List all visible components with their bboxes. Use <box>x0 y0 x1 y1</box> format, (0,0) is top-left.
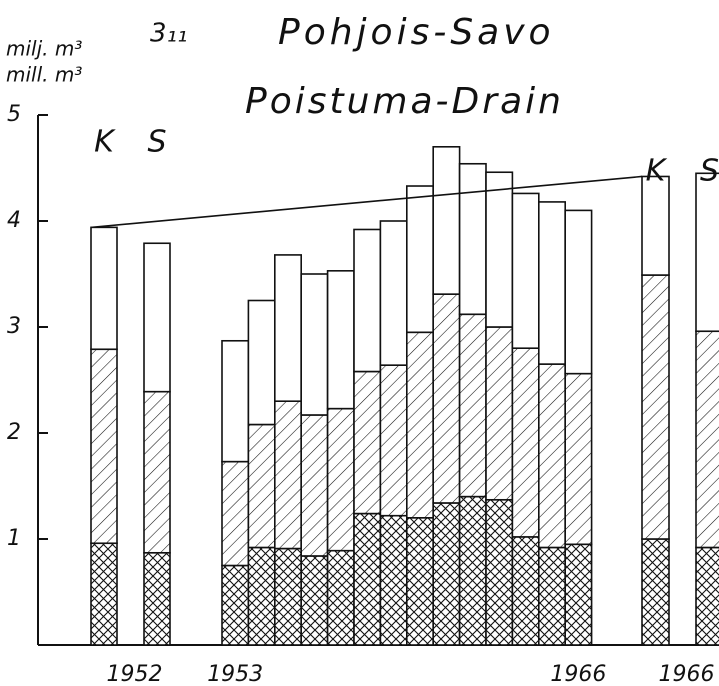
bar-tag: S <box>700 154 719 189</box>
bar-segment <box>379 364 408 517</box>
bar-segment <box>564 372 593 546</box>
bar-segment <box>458 495 487 646</box>
bar-segment <box>326 407 355 552</box>
trend-line <box>90 175 643 229</box>
x-tick-label: 1953 <box>207 662 263 686</box>
bar-segment <box>405 331 434 519</box>
bar-segment <box>432 146 461 295</box>
bar-segment <box>695 172 719 333</box>
bar-segment <box>458 162 487 316</box>
bar-segment <box>432 293 461 504</box>
y-tick-label: 5 <box>7 102 21 127</box>
bar-segment <box>695 330 719 549</box>
bar-segment <box>143 551 171 646</box>
bar-segment <box>511 347 540 538</box>
x-tick-label: 1966 <box>550 662 606 686</box>
bar-segment <box>273 400 302 550</box>
bar-tag: K <box>646 154 668 189</box>
bar-segment <box>273 547 302 646</box>
bar-segment <box>379 220 408 366</box>
bar-segment <box>458 313 487 498</box>
bar-segment <box>221 460 250 567</box>
bar-segment <box>221 564 250 646</box>
bar-segment <box>300 414 329 557</box>
bar-segment <box>379 514 408 646</box>
bar-segment <box>537 363 566 549</box>
bar-segment <box>405 185 434 334</box>
bar-segment <box>485 171 514 328</box>
bar-segment <box>326 549 355 646</box>
bar-segment <box>511 192 540 349</box>
bar-segment <box>641 175 670 276</box>
y-axis-label: mill. m³ <box>6 63 82 87</box>
bar-segment <box>353 228 382 373</box>
bar-segment <box>537 546 566 646</box>
bar-segment <box>143 242 171 393</box>
bar-segment <box>90 348 118 545</box>
x-tick-label: 1966 <box>659 662 715 686</box>
chart-title: Pohjois-Savo <box>278 12 555 53</box>
bar-segment <box>405 516 434 646</box>
bar-segment <box>564 209 593 375</box>
bar-segment <box>537 201 566 365</box>
figure-number: 3₁₁ <box>150 19 187 49</box>
bar-tag: S <box>147 125 166 160</box>
bar-segment <box>221 339 250 463</box>
bar-segment <box>511 536 540 646</box>
y-tick-label: 2 <box>7 420 21 445</box>
y-tick-label: 1 <box>7 526 21 551</box>
bar-segment <box>90 542 118 646</box>
bar-segment <box>641 274 670 540</box>
bar-tag: K <box>94 125 116 160</box>
bar-segment <box>326 270 355 410</box>
y-axis-label: milj. m³ <box>6 37 82 61</box>
bar-segment <box>90 226 118 351</box>
bar-segment <box>300 555 329 646</box>
bar-segment <box>273 254 302 402</box>
bar-segment <box>485 326 514 501</box>
bar-segment <box>485 498 514 646</box>
bar-segment <box>300 273 329 416</box>
bar-segment <box>247 299 276 426</box>
bar-segment <box>564 543 593 646</box>
bar-segment <box>143 390 171 554</box>
bar-segment <box>353 370 382 515</box>
bar-segment <box>432 502 461 646</box>
chart-subtitle: Poistuma-Drain <box>245 81 564 122</box>
y-tick-label: 4 <box>7 208 21 233</box>
y-tick-label: 3 <box>7 314 21 339</box>
bar-segment <box>247 423 276 549</box>
x-tick-label: 1952 <box>107 662 163 686</box>
bar-segment <box>695 546 719 646</box>
bar-segment <box>247 546 276 646</box>
bar-segment <box>641 538 670 646</box>
bar-segment <box>353 512 382 646</box>
